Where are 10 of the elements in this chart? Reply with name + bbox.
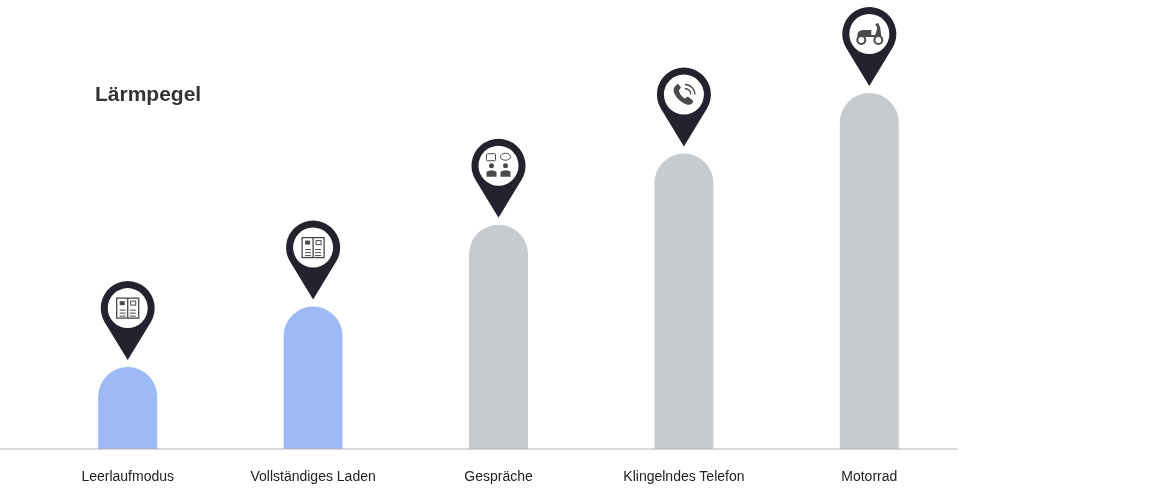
x-tick-label: Klingelndes Telefon: [623, 467, 745, 484]
x-tick-label: Leerlaufmodus: [81, 467, 175, 484]
chart-title: Lärmpegel: [95, 82, 202, 105]
bar: [469, 224, 528, 449]
bar: [839, 93, 899, 449]
bar: [654, 153, 714, 449]
bar: [283, 306, 343, 449]
x-tick-label: Gespräche: [464, 467, 533, 484]
x-tick-label: Vollständiges Laden: [250, 467, 376, 484]
x-tick-label: Motorrad: [841, 467, 898, 484]
